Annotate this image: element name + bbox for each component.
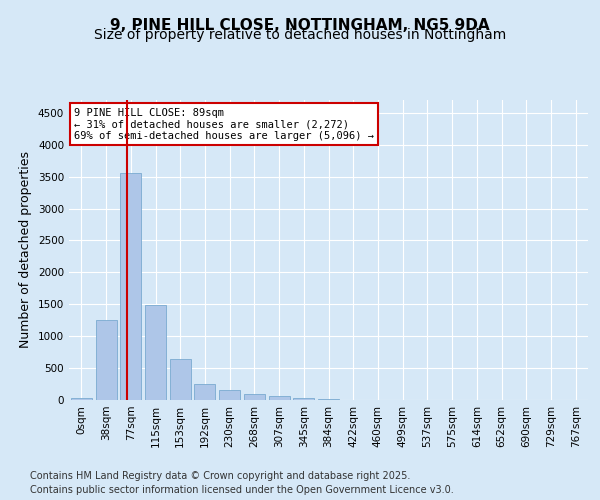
Bar bbox=[71, 398, 92, 400]
Bar bbox=[269, 396, 290, 400]
Bar bbox=[95, 320, 116, 400]
Bar bbox=[318, 399, 339, 400]
Bar bbox=[244, 394, 265, 400]
Text: 9, PINE HILL CLOSE, NOTTINGHAM, NG5 9DA: 9, PINE HILL CLOSE, NOTTINGHAM, NG5 9DA bbox=[110, 18, 490, 32]
Bar bbox=[170, 359, 191, 400]
Y-axis label: Number of detached properties: Number of detached properties bbox=[19, 152, 32, 348]
Bar bbox=[120, 174, 141, 400]
Text: Size of property relative to detached houses in Nottingham: Size of property relative to detached ho… bbox=[94, 28, 506, 42]
Bar bbox=[194, 384, 215, 400]
Text: Contains HM Land Registry data © Crown copyright and database right 2025.: Contains HM Land Registry data © Crown c… bbox=[30, 471, 410, 481]
Text: Contains public sector information licensed under the Open Government Licence v3: Contains public sector information licen… bbox=[30, 485, 454, 495]
Bar bbox=[293, 398, 314, 400]
Bar bbox=[145, 305, 166, 400]
Bar bbox=[219, 390, 240, 400]
Text: 9 PINE HILL CLOSE: 89sqm
← 31% of detached houses are smaller (2,272)
69% of sem: 9 PINE HILL CLOSE: 89sqm ← 31% of detach… bbox=[74, 108, 374, 140]
